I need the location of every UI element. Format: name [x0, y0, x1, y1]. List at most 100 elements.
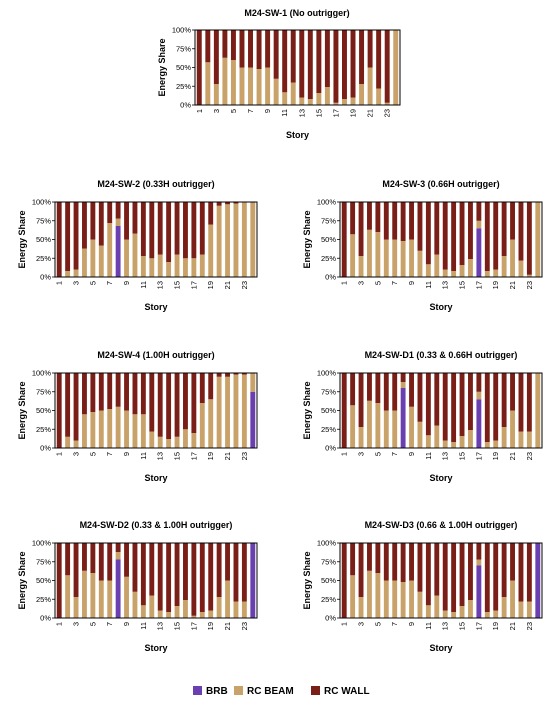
y-tick-label: 75%	[36, 387, 51, 396]
bar-beam-story-20	[216, 376, 222, 448]
x-tick-label: 11	[280, 109, 289, 117]
bar-brb-story-24	[250, 543, 256, 618]
bar-wall-story-21	[510, 543, 515, 581]
panel-title: M24-SW-2 (0.33H outrigger)	[97, 179, 214, 189]
y-tick-label: 0%	[325, 273, 336, 282]
x-axis-label: Story	[144, 302, 167, 312]
bar-beam-story-24	[250, 373, 256, 392]
bar-beam-story-8	[115, 552, 121, 560]
bar-beam-story-7	[392, 410, 398, 448]
bar-beam-story-20	[501, 427, 507, 448]
bar-wall-story-19	[208, 373, 214, 400]
bar-wall-story-2	[65, 543, 71, 576]
bar-beam-story-9	[409, 406, 414, 448]
bar-wall-story-5	[375, 373, 381, 403]
bar-wall-story-21	[510, 373, 515, 411]
x-tick-label: 3	[212, 109, 221, 113]
y-tick-label: 25%	[321, 254, 336, 263]
bar-beam-story-10	[132, 591, 138, 618]
x-tick-label: 5	[229, 109, 238, 113]
x-tick-label: 5	[88, 281, 97, 285]
bar-wall-story-16	[183, 543, 188, 600]
bar-beam-story-17	[191, 615, 197, 618]
bar-wall-story-9	[124, 543, 129, 577]
x-tick-label: 13	[297, 109, 306, 117]
bar-wall-story-12	[434, 373, 440, 426]
y-tick-label: 0%	[40, 614, 51, 623]
bar-beam-story-16	[183, 258, 188, 277]
bar-wall-story-19	[493, 543, 499, 611]
bar-wall-story-7	[107, 373, 113, 409]
x-tick-label: 7	[105, 452, 114, 456]
bar-beam-story-14	[451, 442, 457, 448]
bar-beam-story-13	[157, 436, 163, 448]
bar-wall-story-4	[367, 373, 372, 401]
bar-beam-story-9	[409, 239, 414, 277]
bar-beam-story-15	[174, 254, 180, 277]
bar-wall-story-7	[248, 30, 253, 68]
bar-beam-story-5	[230, 60, 236, 105]
bar-wall-story-18	[199, 373, 205, 403]
bar-wall-story-19	[350, 30, 356, 98]
bar-wall-story-18	[199, 543, 205, 612]
bar-wall-story-13	[157, 202, 163, 255]
bar-beam-story-2	[65, 271, 71, 277]
y-tick-label: 50%	[36, 406, 51, 415]
bar-beam-story-16	[468, 259, 473, 277]
bar-beam-story-6	[383, 410, 389, 448]
bar-beam-story-23	[241, 202, 247, 277]
panel-title: M24-SW-3 (0.66H outrigger)	[382, 179, 499, 189]
x-tick-label: 9	[263, 109, 272, 113]
x-tick-label: 17	[474, 452, 483, 460]
bar-wall-story-14	[451, 373, 457, 442]
bar-beam-story-21	[510, 580, 515, 618]
y-axis-label: Energy Share	[157, 38, 167, 96]
x-tick-label: 23	[240, 622, 249, 630]
bar-beam-story-15	[459, 436, 465, 448]
x-tick-label: 11	[139, 281, 148, 289]
bar-wall-story-2	[205, 30, 211, 63]
bar-beam-story-8	[400, 382, 406, 388]
bar-wall-story-14	[166, 202, 172, 262]
x-tick-label: 3	[72, 281, 81, 285]
bar-beam-story-14	[307, 99, 313, 105]
y-tick-label: 100%	[317, 198, 337, 207]
bar-beam-story-15	[316, 93, 322, 105]
bar-beam-story-7	[248, 67, 253, 105]
x-tick-label: 11	[424, 452, 433, 460]
bar-beam-story-3	[73, 597, 79, 618]
bar-wall-story-16	[324, 30, 330, 87]
bar-wall-story-15	[174, 373, 180, 437]
bar-beam-story-16	[468, 600, 473, 618]
x-tick-label: 23	[525, 452, 534, 460]
bar-beam-story-17	[333, 102, 339, 105]
bar-wall-story-23	[241, 543, 247, 602]
chart-panel-7: M24-SW-D3 (0.66 & 1.00H outrigger) 0% 25% 5…	[302, 520, 543, 653]
x-tick-label: 1	[195, 109, 204, 113]
bar-wall-story-22	[518, 202, 524, 261]
bar-wall-story-23	[526, 543, 532, 602]
bar-beam-story-3	[73, 269, 79, 277]
y-axis-label: Energy Share	[17, 210, 27, 268]
bar-beam-story-17	[476, 391, 482, 400]
legend-label-brb: BRB	[206, 686, 228, 697]
x-tick-label: 1	[340, 452, 349, 456]
x-tick-label: 19	[491, 622, 500, 630]
bar-beam-story-9	[124, 576, 129, 618]
bar-beam-story-12	[149, 258, 155, 277]
bar-beam-story-22	[233, 601, 239, 618]
x-tick-label: 7	[105, 622, 114, 626]
bar-beam-story-12	[290, 82, 296, 105]
y-axis-label: Energy Share	[302, 210, 312, 268]
bar-wall-story-14	[166, 373, 172, 439]
bar-wall-story-9	[124, 202, 129, 240]
y-tick-label: 50%	[36, 576, 51, 585]
bar-beam-story-4	[222, 57, 228, 105]
y-axis-label: Energy Share	[17, 381, 27, 439]
bar-wall-story-11	[282, 30, 288, 93]
bar-wall-story-1	[341, 543, 347, 618]
bar-beam-story-18	[199, 254, 205, 277]
bar-beam-story-4	[82, 248, 87, 277]
x-tick-label: 23	[383, 109, 392, 117]
bar-beam-story-20	[501, 256, 507, 277]
